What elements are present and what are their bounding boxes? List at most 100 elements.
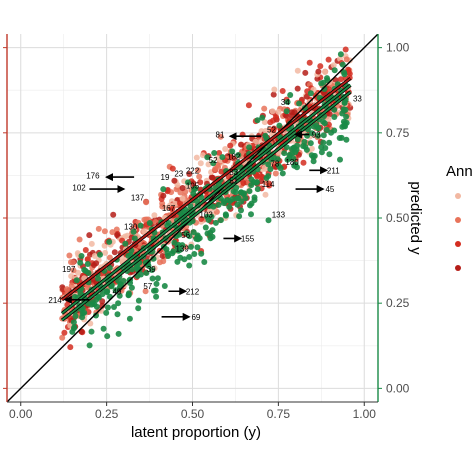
red-point: [343, 56, 350, 63]
legend-key: [455, 217, 461, 223]
red-point: [84, 256, 91, 263]
green-point: [153, 293, 160, 300]
point-label: 211: [327, 166, 340, 175]
green-point: [235, 152, 242, 158]
legend-key: [455, 265, 461, 271]
x-tick-label: 1.00: [353, 407, 377, 421]
point-label: 19: [161, 173, 170, 182]
red-point: [99, 302, 106, 309]
red-point: [64, 286, 70, 293]
green-point: [331, 67, 338, 74]
red-point: [294, 67, 301, 74]
point-label: 180: [285, 158, 299, 167]
green-point: [137, 271, 144, 278]
green-point: [192, 185, 199, 192]
green-point: [331, 127, 338, 134]
y-tick-label: 1.00: [386, 41, 410, 55]
green-point: [69, 328, 76, 335]
green-point: [341, 71, 348, 78]
point-label: 51: [229, 177, 238, 186]
green-point: [104, 333, 111, 340]
green-point: [111, 304, 117, 310]
point-label: 23: [174, 170, 183, 179]
green-point: [229, 148, 236, 155]
green-point: [112, 287, 119, 294]
green-point: [326, 139, 333, 146]
red-point: [171, 177, 178, 184]
y-axis-title: predicted y: [407, 181, 424, 255]
red-point: [61, 329, 68, 336]
green-point: [79, 314, 86, 321]
green-point: [93, 312, 99, 319]
green-point: [275, 163, 282, 169]
green-point: [201, 259, 208, 265]
green-point: [115, 300, 122, 307]
green-point: [81, 266, 88, 273]
fit-line: [61, 77, 352, 301]
green-point: [135, 305, 142, 312]
red-point: [315, 68, 322, 75]
point-label: 139: [176, 245, 190, 254]
green-point: [307, 140, 314, 147]
green-point: [91, 301, 98, 308]
red-point: [238, 141, 244, 148]
green-point: [88, 328, 95, 335]
green-point: [73, 277, 80, 284]
red-point: [314, 75, 321, 82]
green-point: [194, 244, 201, 251]
green-point: [174, 258, 181, 265]
y-tick-label: 0.50: [386, 211, 410, 225]
green-point: [122, 240, 129, 247]
point-label: 102: [72, 183, 86, 192]
green-point: [289, 150, 295, 157]
green-point: [337, 156, 343, 163]
green-point: [310, 158, 317, 165]
green-point: [296, 100, 303, 107]
red-point: [106, 254, 113, 261]
green-point: [265, 217, 272, 224]
green-point: [204, 154, 211, 161]
red-point: [172, 200, 179, 207]
red-point: [70, 267, 77, 274]
green-point: [105, 304, 111, 311]
red-point: [169, 165, 176, 172]
green-point: [343, 113, 350, 120]
y-tick-label: 0.00: [386, 381, 410, 395]
green-point: [320, 118, 327, 125]
green-point: [341, 99, 348, 106]
green-point: [337, 51, 344, 58]
green-point: [186, 262, 193, 269]
red-point: [179, 195, 186, 202]
legend: [455, 193, 461, 271]
fit-lines: [7, 34, 378, 402]
green-point: [186, 254, 193, 260]
point-label: 39: [147, 265, 156, 274]
green-point: [251, 194, 258, 201]
red-point: [262, 191, 269, 198]
green-point: [318, 149, 325, 156]
red-point: [322, 69, 328, 75]
red-point: [197, 179, 204, 186]
green-point: [326, 151, 333, 158]
red-point: [269, 108, 276, 115]
red-point: [88, 240, 95, 247]
red-point: [261, 105, 268, 112]
point-label: 52: [209, 156, 218, 165]
red-point: [272, 170, 279, 177]
red-point: [288, 109, 295, 116]
red-point: [95, 225, 102, 232]
red-point: [69, 259, 76, 266]
green-point: [219, 154, 226, 161]
green-point: [116, 292, 123, 299]
green-point: [202, 224, 209, 231]
red-point: [82, 247, 89, 253]
red-point: [114, 232, 121, 238]
point-label: 130: [124, 223, 138, 232]
red-point: [91, 262, 97, 268]
green-point: [205, 217, 212, 223]
red-point: [306, 59, 313, 66]
point-label: 176: [86, 171, 100, 180]
green-point: [161, 283, 168, 289]
